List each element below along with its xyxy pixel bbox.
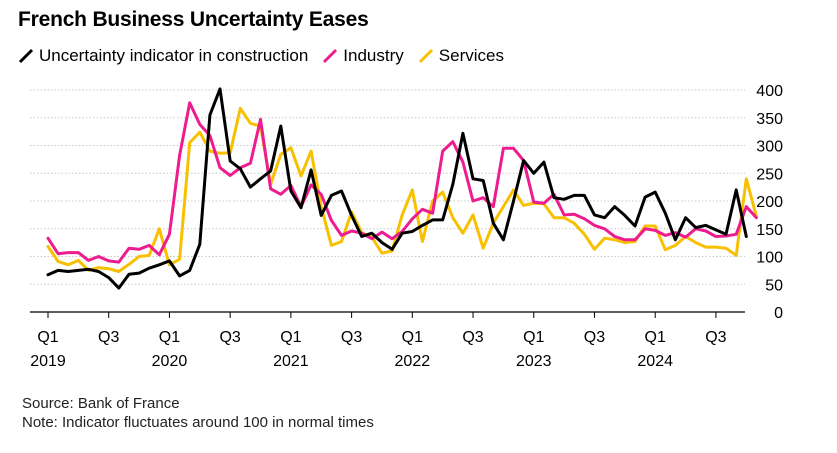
y-tick-label: 350: [756, 111, 783, 128]
y-tick-label: 100: [756, 250, 783, 267]
x-tick-label: Q1: [523, 329, 544, 346]
y-tick-label: 400: [756, 83, 783, 100]
series-line-services: [46, 106, 758, 273]
x-tick-label: Q3: [462, 329, 483, 346]
chart-title: French Business Uncertainty Eases: [18, 8, 369, 31]
legend-item-construction: Uncertainty indicator in construction: [18, 46, 308, 66]
y-tick-label: 0: [774, 305, 783, 322]
chart-legend: Uncertainty indicator in construction In…: [18, 46, 504, 66]
x-year-label: 2019: [30, 353, 66, 370]
x-tick-label: Q1: [159, 329, 180, 346]
source-note: Source: Bank of France: [22, 395, 180, 412]
chart-footer: Source: Bank of France Note: Indicator f…: [22, 394, 374, 432]
y-tick-label: 300: [756, 139, 783, 156]
series-line-industry: [46, 101, 758, 264]
methodology-note: Note: Indicator fluctuates around 100 in…: [22, 414, 374, 431]
legend-swatch-construction: [18, 48, 34, 64]
x-tick-label: Q1: [645, 329, 666, 346]
series-line-uncertainty-indicator-in-construction: [46, 87, 748, 290]
legend-label-services: Services: [438, 46, 504, 65]
x-year-label: 2024: [637, 353, 673, 370]
legend-label-construction: Uncertainty indicator in construction: [39, 46, 309, 65]
x-tick-label: Q1: [402, 329, 423, 346]
x-tick-label: Q3: [98, 329, 119, 346]
x-tick-label: Q3: [705, 329, 726, 346]
legend-label-industry: Industry: [343, 46, 404, 65]
x-tick-label: Q1: [280, 329, 301, 346]
y-tick-label: 200: [756, 194, 783, 211]
x-tick-label: Q3: [219, 329, 240, 346]
x-year-label: 2020: [152, 353, 188, 370]
x-tick-label: Q3: [584, 329, 605, 346]
legend-swatch-industry: [323, 48, 338, 64]
y-tick-label: 250: [756, 166, 783, 183]
legend-item-services: Services: [418, 46, 504, 66]
x-tick-label: Q1: [37, 329, 58, 346]
legend-item-industry: Industry: [322, 46, 404, 66]
y-tick-label: 50: [765, 277, 783, 294]
x-year-label: 2021: [273, 353, 309, 370]
y-tick-label: 150: [756, 222, 783, 239]
x-year-label: 2022: [395, 353, 431, 370]
x-year-label: 2023: [516, 353, 552, 370]
x-tick-label: Q3: [341, 329, 362, 346]
legend-swatch-services: [418, 48, 433, 64]
